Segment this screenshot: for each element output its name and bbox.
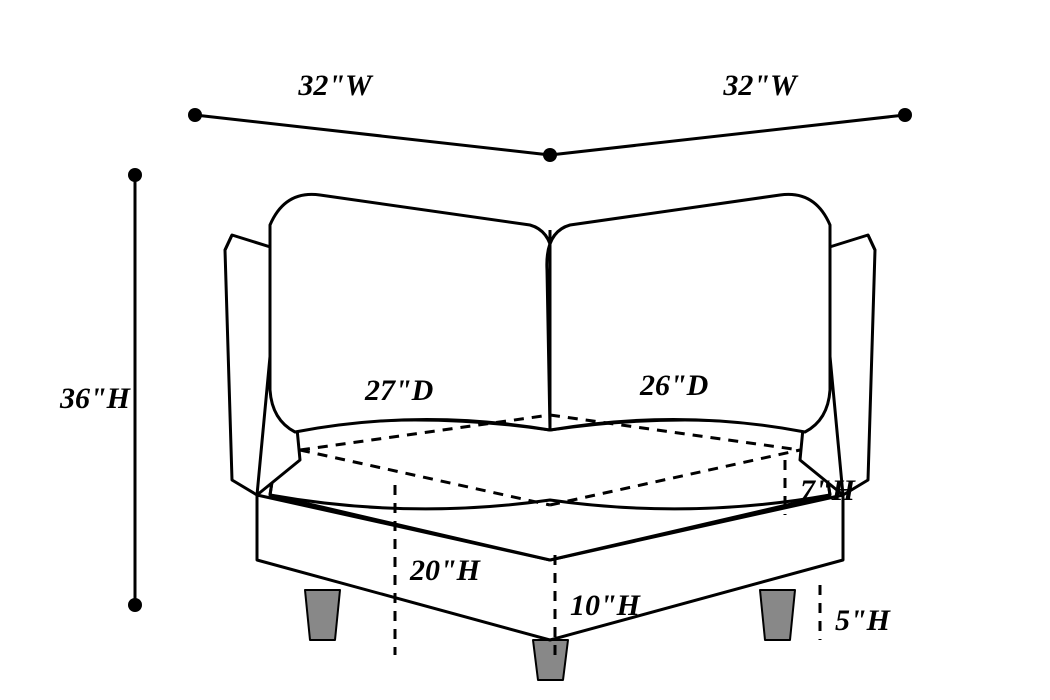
label-leg-height: 5"H [835, 604, 892, 637]
label-total-height: 36"H [59, 382, 132, 415]
label-base-height: 10"H [570, 589, 642, 622]
left-height-dimension [128, 168, 142, 612]
furniture-dimension-diagram: 32"W 32"W 36"H 27"D 26"D 7"H 20"H 10"H 5… [0, 0, 1050, 700]
label-seat-height: 20"H [409, 554, 482, 587]
label-seat-depth-left: 27"D [364, 374, 433, 407]
label-cushion-height: 7"H [800, 474, 857, 507]
label-seat-depth-right: 26"D [639, 369, 708, 402]
label-width-right: 32"W [722, 69, 799, 102]
corner-wedge-chair [225, 194, 875, 680]
top-width-dimensions [188, 108, 912, 162]
label-width-left: 32"W [297, 69, 374, 102]
